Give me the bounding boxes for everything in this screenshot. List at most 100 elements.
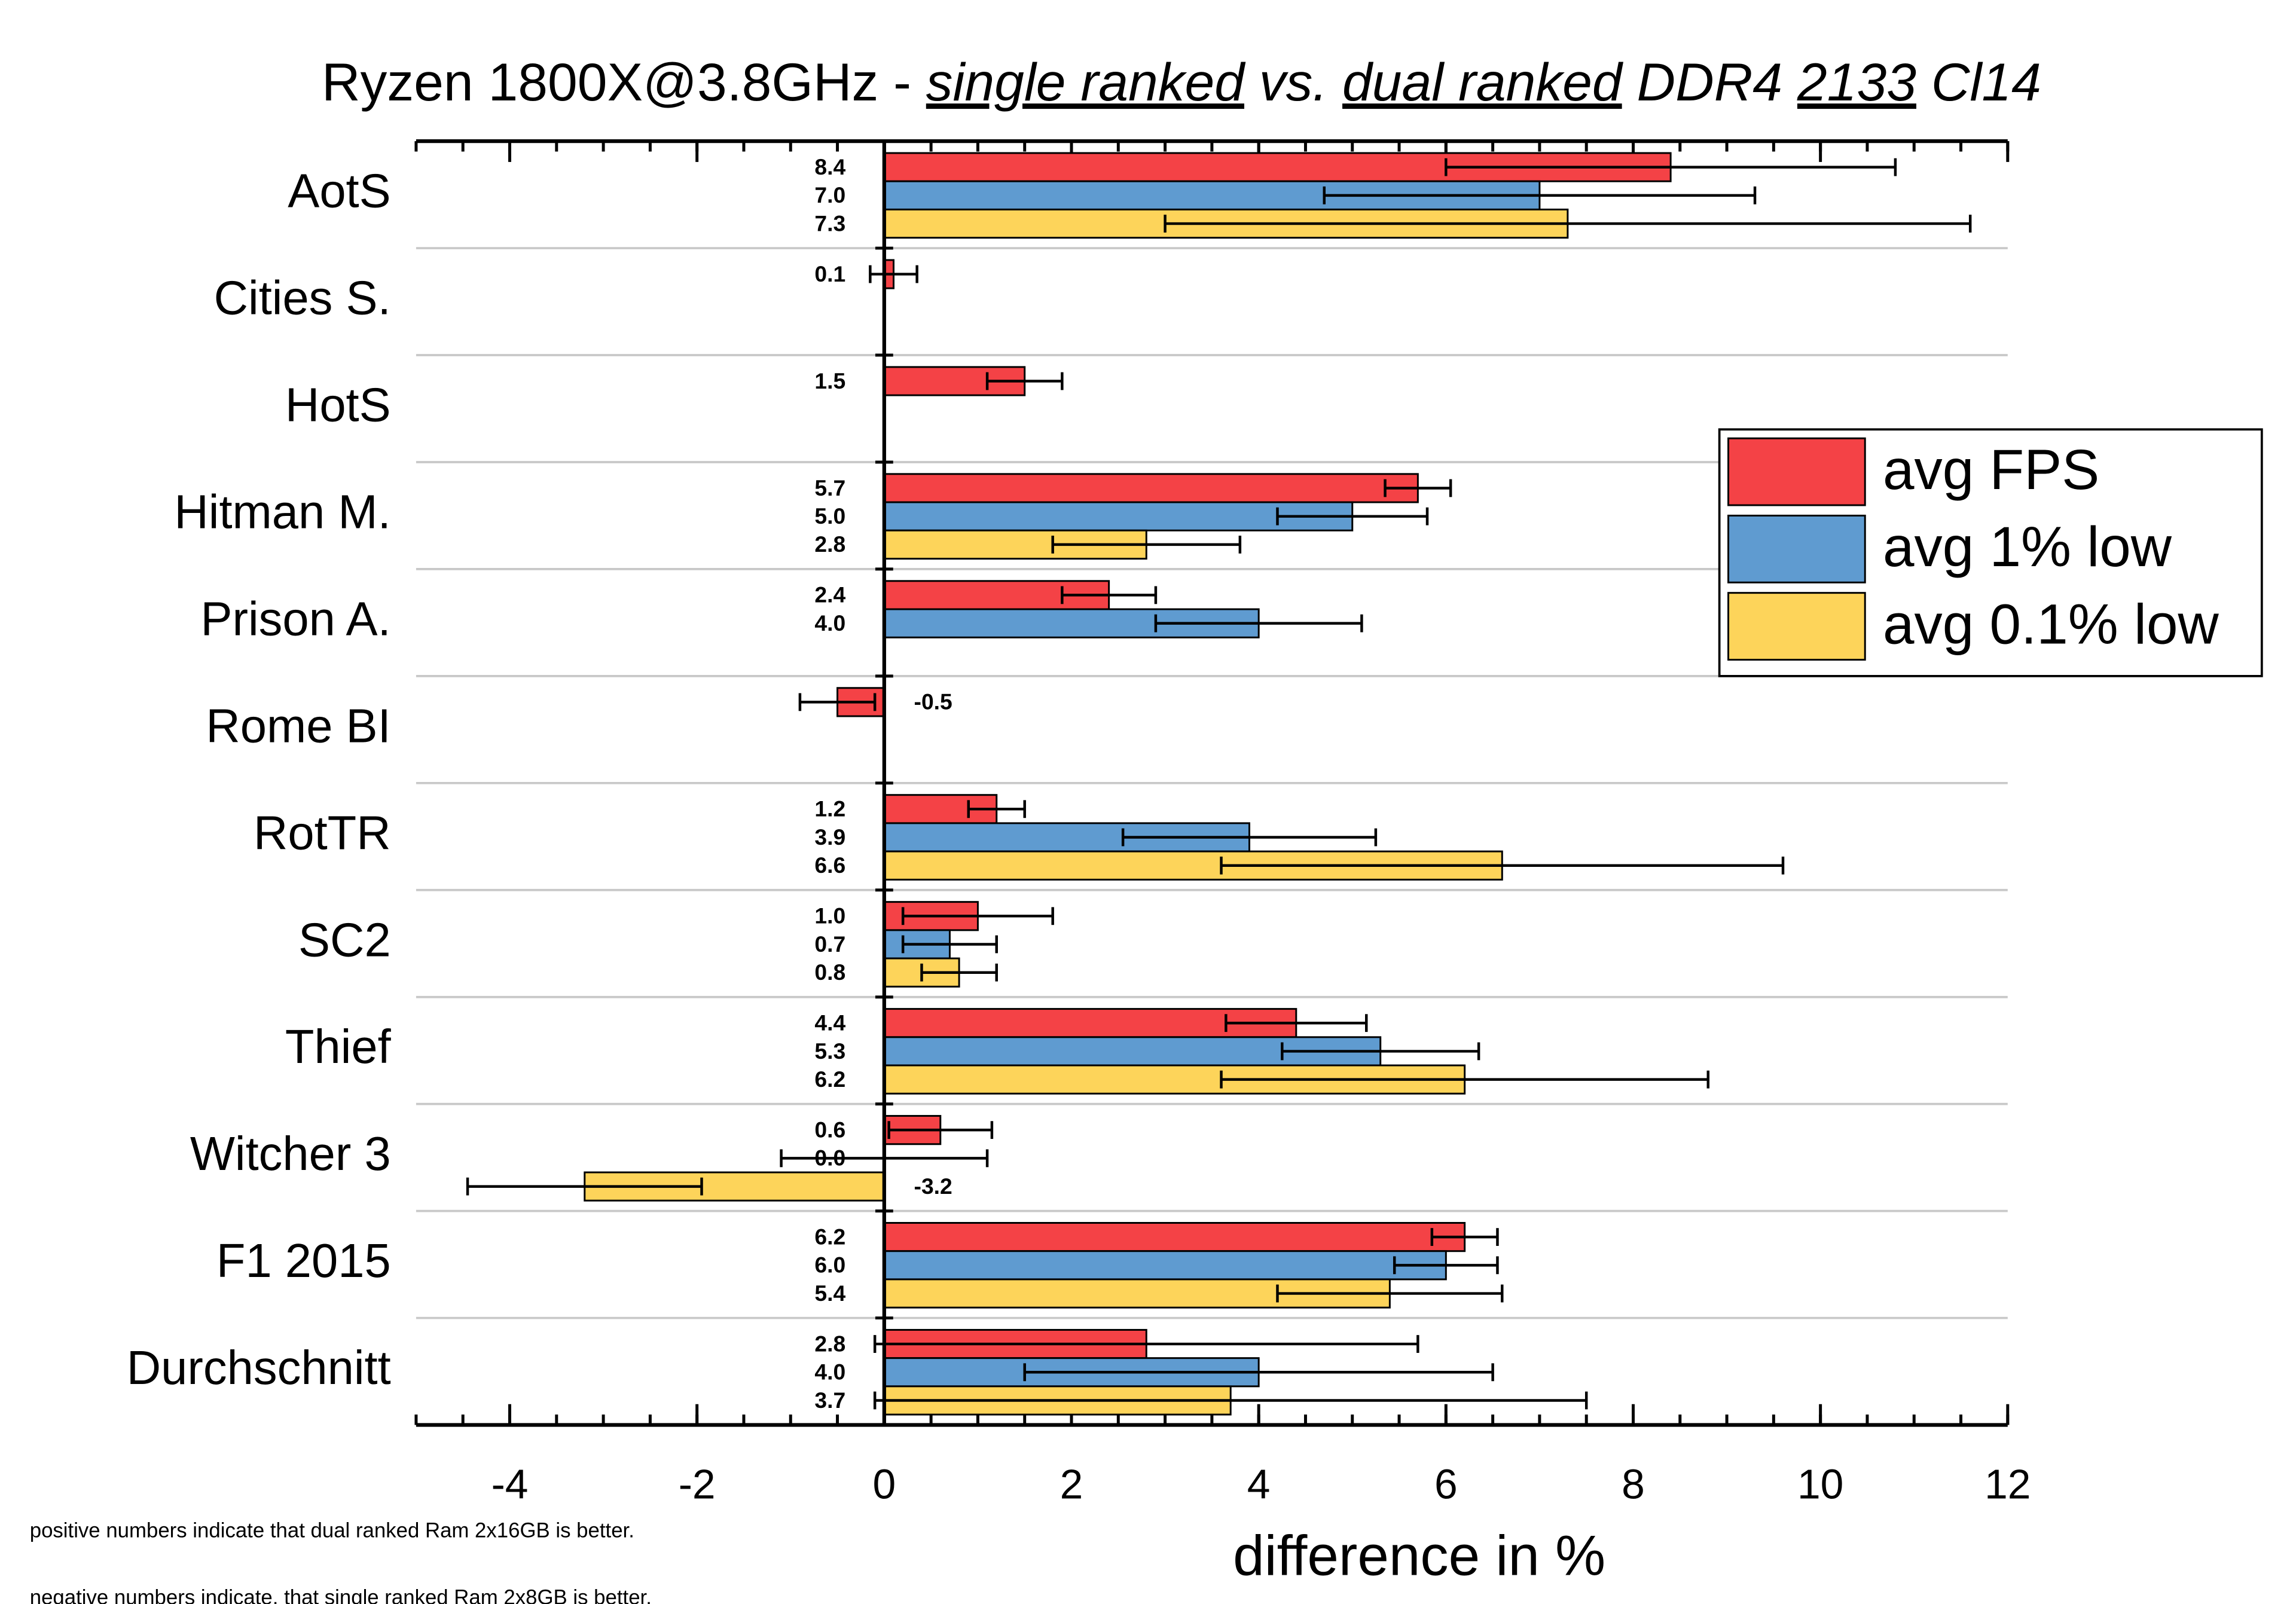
error-bar xyxy=(1225,1014,1368,1032)
note: negative numbers indicate, that single r… xyxy=(30,1586,652,1604)
x-tick-label: -4 xyxy=(491,1461,529,1507)
value-label: 6.6 xyxy=(814,853,845,878)
value-label: 5.0 xyxy=(814,503,845,528)
title-part: Cl14 xyxy=(1916,52,2041,112)
value-label: 1.0 xyxy=(814,903,845,928)
value-label: 4.4 xyxy=(814,1010,845,1035)
error-bar xyxy=(1051,535,1242,554)
legend-swatch xyxy=(1727,437,1866,506)
value-label: 1.5 xyxy=(814,368,845,393)
value-label: 6.2 xyxy=(814,1224,845,1249)
value-label: 0.6 xyxy=(814,1117,845,1142)
value-label: 4.0 xyxy=(814,1359,845,1385)
value-label: 8.4 xyxy=(814,154,845,179)
error-bar xyxy=(1121,828,1378,847)
value-label: 2.8 xyxy=(814,1331,845,1356)
y-tick-label: RotTR xyxy=(254,806,391,859)
bar xyxy=(883,1250,1447,1281)
error-bar xyxy=(901,935,998,954)
y-tick-label: F1 2015 xyxy=(216,1234,391,1287)
value-label: -0.5 xyxy=(914,689,952,714)
x-tick-label: 8 xyxy=(1622,1461,1645,1507)
value-label: 1.2 xyxy=(814,796,845,821)
value-label: 0.0 xyxy=(814,1145,845,1171)
y-tick-label: AotS xyxy=(288,164,390,218)
error-bar xyxy=(1393,1256,1499,1275)
value-label: 7.0 xyxy=(814,182,845,207)
value-label: 4.0 xyxy=(814,610,845,636)
y-tick-label: Cities S. xyxy=(214,271,391,325)
y-tick-label: Thief xyxy=(285,1020,392,1073)
error-bar xyxy=(1220,856,1785,875)
error-bar xyxy=(1276,507,1429,525)
x-tick-label: 4 xyxy=(1247,1461,1271,1507)
error-bar xyxy=(1276,1284,1504,1303)
x-tick-label: 2 xyxy=(1060,1461,1083,1507)
value-label: 0.7 xyxy=(814,931,845,957)
bar xyxy=(883,1222,1466,1252)
error-bar xyxy=(1061,586,1158,604)
error-bar xyxy=(1154,614,1363,633)
y-tick-label: Rome BI xyxy=(206,699,390,752)
chart-title: Ryzen 1800X@3.8GHz - single ranked vs. d… xyxy=(322,52,2041,112)
y-tick-label: Prison A. xyxy=(200,592,390,645)
note: positive numbers indicate that dual rank… xyxy=(30,1520,634,1542)
error-bar xyxy=(1164,215,1972,233)
value-label: -3.2 xyxy=(914,1174,952,1199)
value-label: 6.0 xyxy=(814,1252,845,1278)
title-part: single ranked xyxy=(926,52,1246,112)
legend-label: avg FPS xyxy=(1883,439,2099,502)
error-bar xyxy=(1220,1070,1709,1089)
value-label: 3.9 xyxy=(814,824,845,850)
legend-swatch xyxy=(1727,592,1866,661)
value-label: 6.2 xyxy=(814,1067,845,1092)
error-bar xyxy=(887,1121,994,1139)
legend-label: avg 1% low xyxy=(1883,516,2172,579)
x-tick-label: -2 xyxy=(679,1461,716,1507)
title-part: vs. xyxy=(1244,52,1342,112)
value-label: 3.7 xyxy=(814,1388,845,1413)
error-bar xyxy=(1023,1363,1494,1382)
error-bar xyxy=(920,963,998,982)
error-bar xyxy=(1281,1042,1480,1061)
bar xyxy=(883,473,1419,503)
value-label: 7.3 xyxy=(814,210,845,236)
title-part: DDR4 xyxy=(1622,52,1797,112)
error-bar xyxy=(1445,158,1897,176)
x-tick-label: 0 xyxy=(872,1461,896,1507)
value-label: 5.3 xyxy=(814,1038,845,1064)
x-tick-label: 12 xyxy=(1984,1461,2031,1507)
error-bar xyxy=(1430,1228,1499,1246)
y-tick-label: Durchschnitt xyxy=(127,1341,391,1394)
x-tick-label: 10 xyxy=(1797,1461,1843,1507)
x-axis-label: difference in % xyxy=(1233,1525,1605,1588)
value-label: 5.7 xyxy=(814,475,845,500)
legend-label: avg 0.1% low xyxy=(1883,593,2219,656)
error-bar xyxy=(466,1177,703,1196)
y-tick-label: Hitman M. xyxy=(174,485,390,538)
error-bar xyxy=(967,800,1026,818)
error-bar xyxy=(901,907,1054,925)
x-tick-label: 6 xyxy=(1434,1461,1458,1507)
error-bar xyxy=(1323,186,1757,204)
error-bar xyxy=(873,1391,1588,1410)
title-part: dual ranked xyxy=(1342,52,1624,112)
value-label: 2.8 xyxy=(814,531,845,557)
error-bar xyxy=(873,1335,1419,1353)
value-label: 0.1 xyxy=(814,261,845,286)
title-part: Ryzen 1800X@3.8GHz - xyxy=(322,52,926,112)
y-tick-label: Witcher 3 xyxy=(190,1127,391,1180)
error-bar xyxy=(869,265,918,283)
value-label: 5.4 xyxy=(814,1281,845,1306)
error-bar xyxy=(798,693,877,711)
y-tick-label: HotS xyxy=(285,378,391,432)
legend-swatch xyxy=(1727,514,1866,583)
error-bar xyxy=(985,372,1064,390)
bar xyxy=(883,1278,1391,1309)
value-label: 2.4 xyxy=(814,582,845,607)
title-part: 2133 xyxy=(1797,52,1916,112)
error-bar xyxy=(1384,479,1452,497)
y-tick-label: SC2 xyxy=(298,913,391,966)
value-label: 0.8 xyxy=(814,960,845,985)
